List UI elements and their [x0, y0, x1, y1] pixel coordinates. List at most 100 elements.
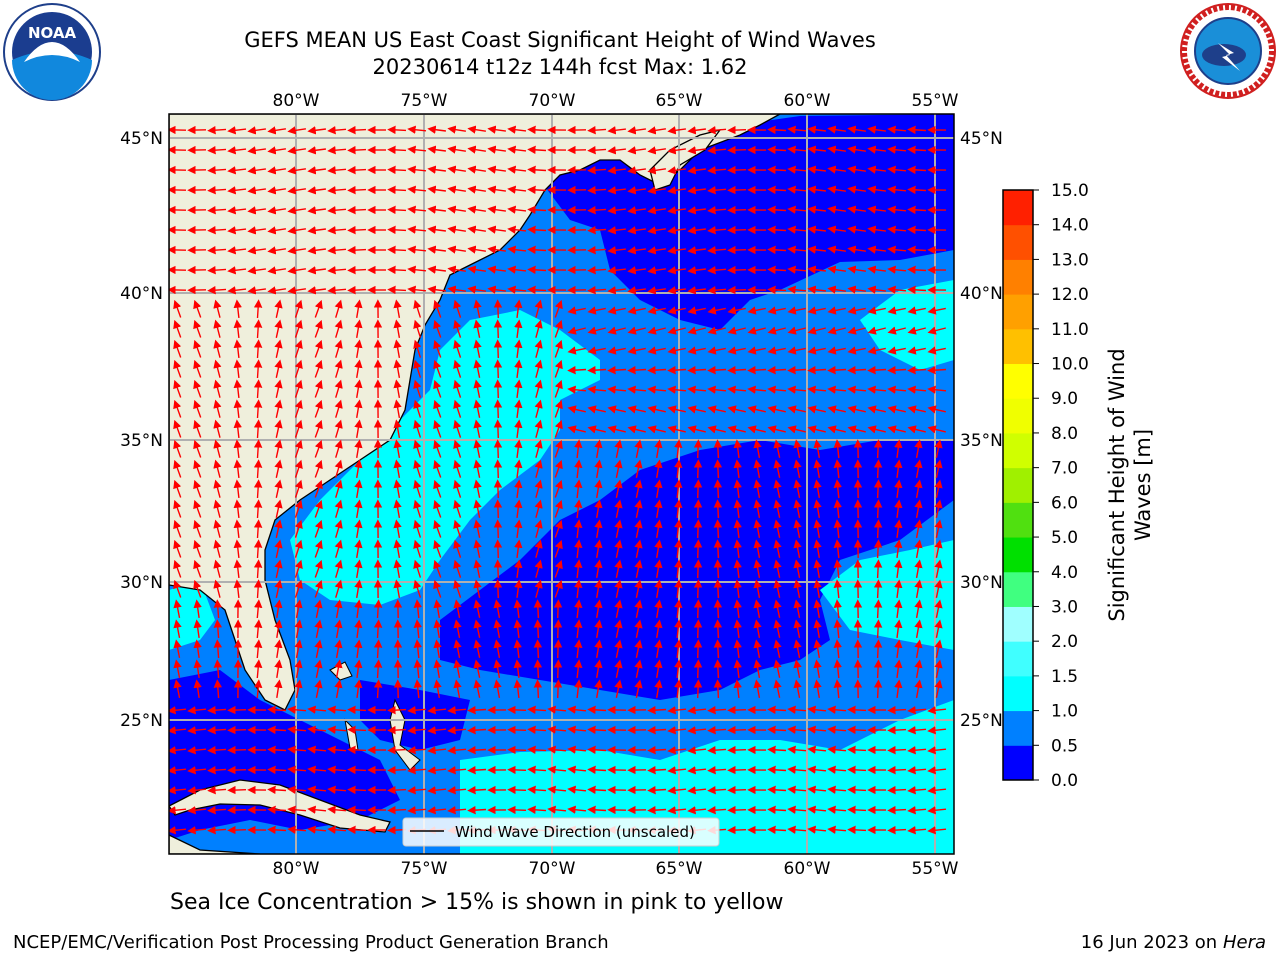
wave-arrow	[914, 679, 923, 699]
wave-arrow	[727, 405, 746, 414]
wave-arrow	[887, 306, 906, 315]
wave-arrow	[833, 519, 842, 539]
wave-arrow	[873, 519, 883, 539]
wave-arrow	[347, 125, 367, 135]
wave-arrow	[914, 539, 923, 559]
wave-arrow	[887, 145, 907, 154]
wave-arrow	[467, 225, 487, 234]
wave-arrow	[587, 425, 606, 434]
wave-arrow	[934, 619, 943, 638]
wave-arrow	[267, 785, 287, 795]
wave-arrow	[453, 399, 462, 418]
wave-arrow	[427, 145, 446, 154]
wave-arrow	[354, 399, 363, 419]
wave-arrow	[387, 805, 407, 815]
wave-arrow	[553, 619, 563, 639]
wave-arrow	[314, 459, 323, 478]
wave-arrow	[173, 439, 182, 458]
wave-arrow	[553, 659, 563, 679]
wave-arrow	[873, 659, 883, 679]
wave-arrow	[787, 346, 806, 355]
wave-arrow	[433, 359, 442, 378]
wave-arrow	[554, 459, 563, 478]
wave-arrow	[887, 326, 906, 335]
wave-arrow	[514, 519, 523, 538]
wave-arrow	[634, 679, 643, 698]
wave-arrow	[907, 706, 927, 715]
wave-arrow	[674, 479, 683, 499]
wave-arrow	[594, 659, 603, 679]
wave-arrow	[807, 725, 827, 734]
wave-arrow	[907, 425, 926, 434]
wave-arrow	[207, 265, 227, 275]
wave-arrow	[627, 405, 646, 414]
wave-arrow	[213, 539, 222, 558]
wave-arrow	[627, 266, 646, 275]
wave-arrow	[654, 579, 663, 599]
wave-arrow	[314, 479, 323, 498]
wave-arrow	[927, 425, 946, 434]
wave-arrow	[327, 286, 347, 295]
wave-arrow	[387, 225, 407, 235]
wave-arrow	[253, 339, 263, 359]
wave-arrow	[627, 126, 646, 135]
wave-arrow	[533, 659, 543, 679]
wave-arrow	[354, 419, 363, 439]
wave-arrow	[487, 205, 506, 214]
wave-arrow	[607, 166, 626, 175]
wave-arrow	[847, 365, 867, 375]
wave-arrow	[173, 339, 182, 358]
wave-arrow	[227, 266, 247, 275]
wave-arrow	[767, 765, 787, 775]
wave-arrow	[294, 559, 303, 578]
wave-arrow	[687, 306, 706, 315]
lat-label: 45°N	[120, 129, 163, 149]
wave-arrow	[274, 559, 283, 578]
wave-arrow	[707, 346, 726, 355]
wave-arrow	[847, 145, 867, 154]
wave-arrow	[247, 226, 266, 235]
wave-arrow	[587, 385, 607, 394]
wave-arrow	[907, 145, 927, 155]
wave-arrow	[687, 166, 706, 175]
wave-arrow	[847, 225, 867, 234]
wave-arrow	[207, 225, 227, 235]
wave-arrow	[934, 559, 943, 578]
wave-arrow	[654, 639, 663, 659]
wave-arrow	[487, 245, 506, 254]
wave-arrow	[654, 559, 663, 579]
wave-arrow	[587, 805, 607, 815]
colorbar-tick-label: 12.0	[1051, 285, 1089, 305]
colorbar: 0.0 0.5 1.0 1.5 2.0 3.0 4.0 5.0 6.0 7.0 8.0 9.0 10.0…	[1002, 181, 1089, 791]
wave-arrow	[453, 459, 462, 478]
wave-arrow	[507, 805, 527, 815]
colorbar-tick-label: 1.0	[1051, 702, 1078, 722]
wave-arrow	[733, 439, 742, 458]
wave-arrow	[514, 379, 523, 398]
wave-arrow	[227, 745, 247, 755]
wave-arrow	[753, 579, 762, 599]
wave-arrow	[674, 599, 683, 619]
wave-arrow	[687, 266, 706, 275]
chart-title: GEFS MEAN US East Coast Significant Heig…	[244, 28, 876, 52]
wave-arrow	[827, 165, 847, 174]
wave-arrow	[733, 519, 742, 538]
wave-arrow	[733, 659, 742, 678]
wave-arrow	[314, 539, 323, 558]
wave-arrow	[453, 639, 462, 659]
wave-arrow	[373, 639, 383, 659]
wave-arrow	[534, 299, 543, 318]
wave-arrow	[227, 805, 247, 815]
wave-arrow	[813, 479, 822, 499]
wave-arrow	[413, 379, 422, 398]
wave-arrow	[693, 499, 703, 519]
wave-arrow	[554, 319, 563, 338]
wave-arrow	[227, 705, 247, 715]
lon-label: 55°W	[912, 859, 959, 879]
wave-arrow	[354, 339, 363, 359]
wave-arrow	[767, 205, 787, 215]
wave-arrow	[574, 599, 583, 619]
wave-arrow	[767, 805, 787, 815]
wave-arrow	[413, 479, 422, 498]
wave-arrow	[387, 285, 407, 295]
